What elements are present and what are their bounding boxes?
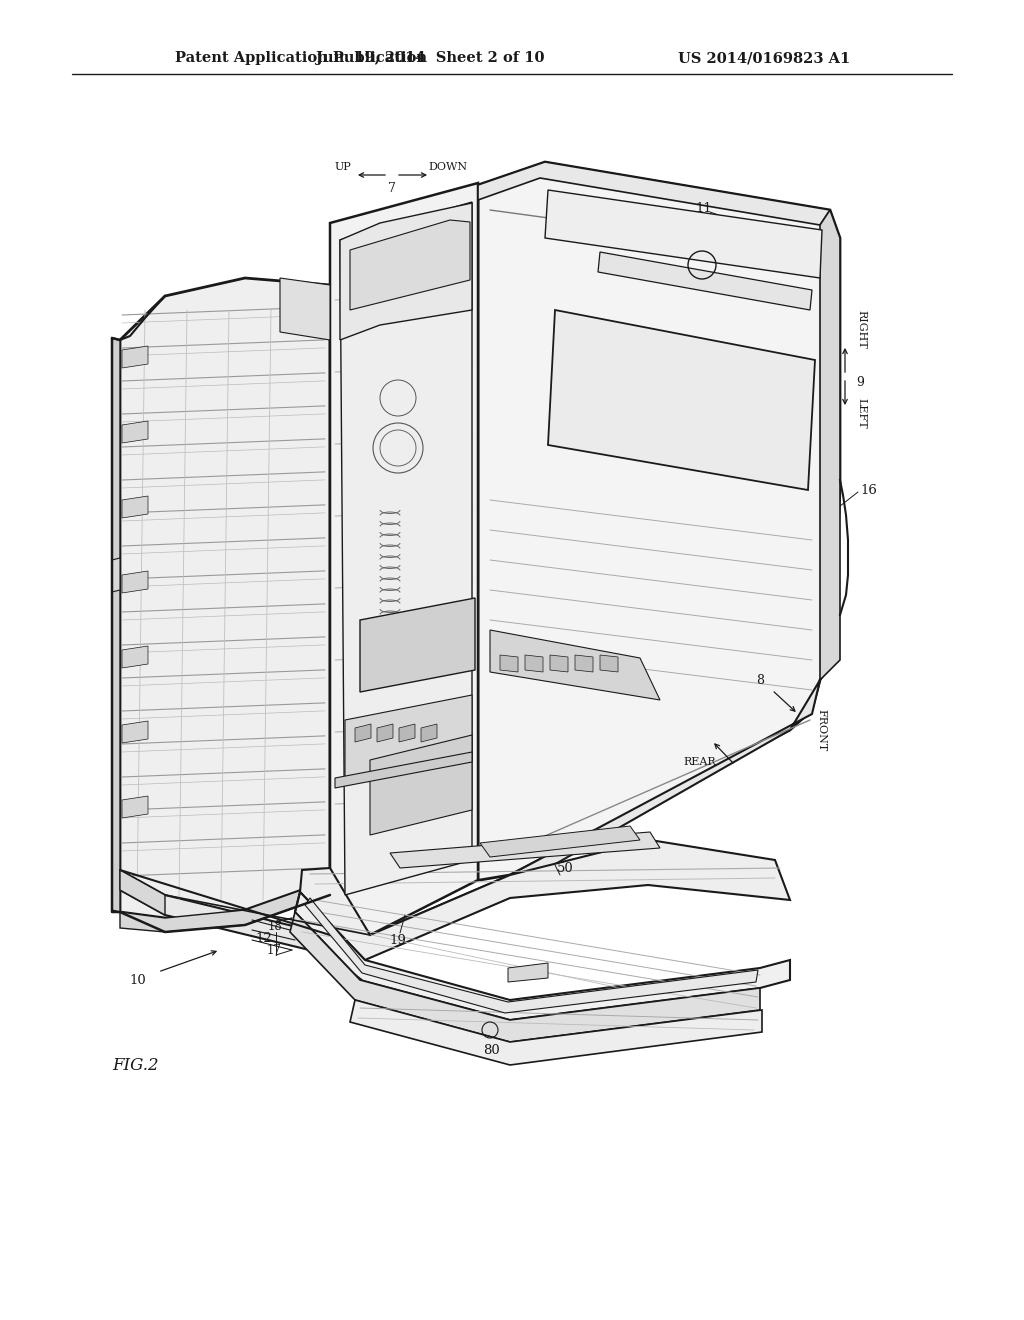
Polygon shape	[300, 840, 790, 960]
Polygon shape	[370, 735, 472, 836]
Text: 80: 80	[483, 1044, 501, 1056]
Polygon shape	[377, 723, 393, 742]
Polygon shape	[550, 655, 568, 672]
Polygon shape	[122, 572, 148, 593]
Text: US 2014/0169823 A1: US 2014/0169823 A1	[678, 51, 850, 65]
Polygon shape	[112, 558, 120, 591]
Polygon shape	[120, 880, 330, 932]
Text: 18: 18	[267, 920, 282, 933]
Polygon shape	[335, 752, 472, 788]
Text: 7: 7	[388, 182, 396, 195]
Polygon shape	[399, 723, 415, 742]
Text: DOWN: DOWN	[428, 162, 468, 172]
Polygon shape	[330, 183, 478, 935]
Polygon shape	[122, 346, 148, 368]
Text: 19: 19	[389, 933, 407, 946]
Polygon shape	[122, 496, 148, 517]
Polygon shape	[525, 655, 543, 672]
Text: 17: 17	[267, 944, 282, 957]
Polygon shape	[545, 190, 822, 279]
Polygon shape	[820, 210, 840, 680]
Polygon shape	[508, 964, 548, 982]
Polygon shape	[120, 870, 165, 915]
Text: UP: UP	[335, 162, 351, 172]
Polygon shape	[350, 1001, 762, 1065]
Polygon shape	[500, 655, 518, 672]
Text: Jun. 19, 2014  Sheet 2 of 10: Jun. 19, 2014 Sheet 2 of 10	[315, 51, 544, 65]
Polygon shape	[480, 826, 640, 857]
Text: 16: 16	[860, 483, 877, 496]
Text: RIGHT: RIGHT	[856, 310, 866, 348]
Polygon shape	[340, 202, 472, 895]
Text: 9: 9	[856, 375, 864, 388]
Text: 19: 19	[353, 265, 371, 279]
Polygon shape	[122, 796, 148, 818]
Text: FIG.2: FIG.2	[112, 1056, 159, 1073]
Text: REAR: REAR	[684, 756, 717, 767]
Polygon shape	[112, 338, 120, 912]
Text: FRONT: FRONT	[816, 709, 826, 751]
Polygon shape	[345, 696, 472, 785]
Polygon shape	[478, 162, 830, 224]
Text: LEFT: LEFT	[856, 397, 866, 428]
Polygon shape	[305, 898, 758, 1012]
Text: 10: 10	[130, 974, 146, 986]
Polygon shape	[600, 655, 618, 672]
Polygon shape	[120, 680, 820, 954]
Polygon shape	[390, 832, 660, 869]
Text: 12: 12	[255, 932, 272, 945]
Polygon shape	[478, 162, 840, 880]
Polygon shape	[122, 721, 148, 743]
Text: Patent Application Publication: Patent Application Publication	[175, 51, 427, 65]
Polygon shape	[350, 220, 470, 310]
Polygon shape	[360, 598, 475, 692]
Polygon shape	[120, 279, 330, 917]
Polygon shape	[575, 655, 593, 672]
Polygon shape	[280, 279, 330, 341]
Polygon shape	[122, 421, 148, 444]
Polygon shape	[490, 630, 660, 700]
Polygon shape	[355, 723, 371, 742]
Polygon shape	[295, 892, 790, 1020]
Text: 8: 8	[756, 673, 764, 686]
Polygon shape	[548, 310, 815, 490]
Polygon shape	[421, 723, 437, 742]
Polygon shape	[340, 203, 472, 341]
Polygon shape	[598, 252, 812, 310]
Text: 11: 11	[695, 202, 712, 214]
Polygon shape	[122, 645, 148, 668]
Polygon shape	[290, 912, 760, 1041]
Text: 50: 50	[557, 862, 573, 874]
